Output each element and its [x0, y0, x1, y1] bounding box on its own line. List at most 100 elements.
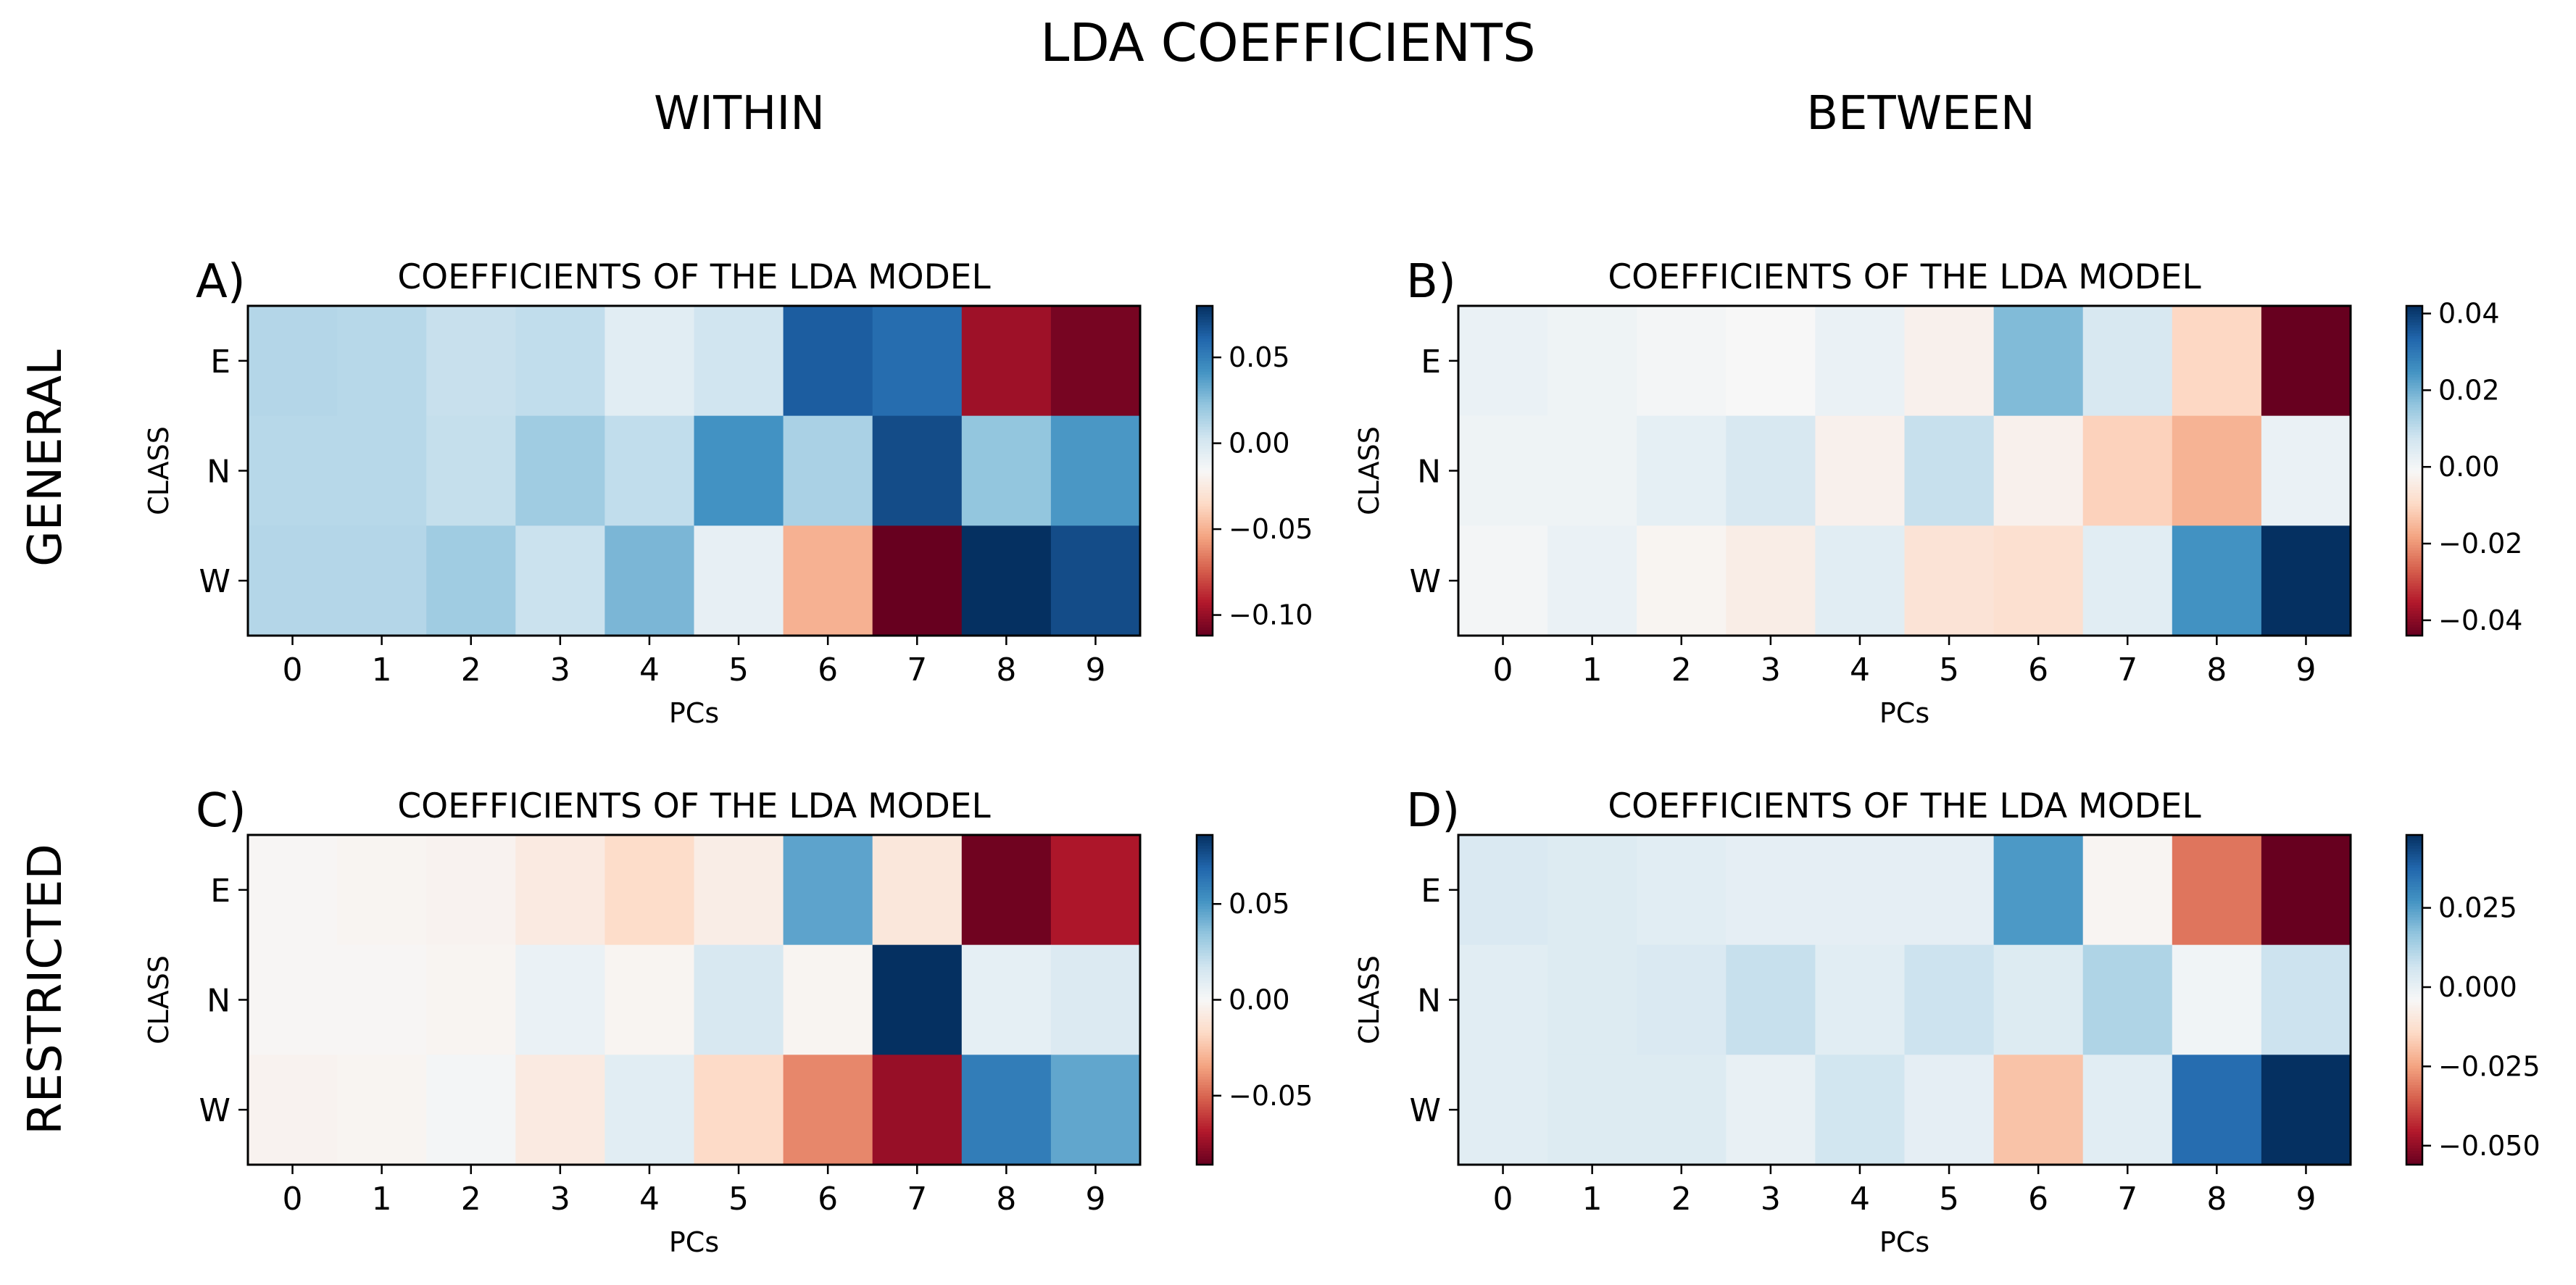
colorbar-segment [2406, 1016, 2422, 1020]
heatmap-cell [337, 835, 427, 946]
colorbar-segment [2406, 933, 2422, 937]
colorbar-segment [1197, 997, 1213, 1001]
colorbar-segment [2406, 622, 2422, 625]
colorbar-segment [1197, 1016, 1213, 1020]
colorbar-segment [1197, 490, 1213, 494]
x-tick-label: 2 [1671, 1181, 1692, 1218]
heatmap-cell [694, 525, 784, 636]
colorbar-segment [2406, 525, 2422, 529]
colorbar-segment [1197, 451, 1213, 455]
heatmap-cell [783, 415, 873, 526]
colorbar-segment [1197, 860, 1213, 863]
colorbar-segment [2406, 465, 2422, 469]
colorbar-segment [1197, 983, 1213, 987]
colorbar-segment [2406, 624, 2422, 628]
colorbar-segment [1197, 958, 1213, 962]
y-tick-label: N [207, 983, 230, 1020]
colorbar-segment [2406, 531, 2422, 535]
colorbar-segment [2406, 610, 2422, 615]
colorbar-segment [1197, 926, 1213, 929]
colorbar-segment [2406, 848, 2422, 852]
x-tick-label: 9 [1085, 652, 1105, 689]
heatmap-cell [337, 415, 427, 526]
heatmap-cell [783, 1055, 873, 1165]
panel-label: A) [196, 255, 246, 309]
colorbar-segment [1197, 1038, 1213, 1041]
colorbar-segment [2406, 424, 2422, 428]
y-tick-label: N [207, 454, 230, 491]
colorbar-segment [2406, 881, 2422, 885]
colorbar-segment [1197, 360, 1213, 365]
colorbar-segment [2406, 575, 2422, 578]
colorbar-segment [1197, 346, 1213, 351]
x-tick-label: 7 [907, 652, 927, 689]
colorbar-segment [1197, 501, 1213, 504]
colorbar-tick-label: 0.000 [2438, 971, 2517, 1003]
colorbar-segment [1197, 955, 1213, 960]
colorbar-segment [1197, 509, 1213, 512]
colorbar-segment [2406, 402, 2422, 406]
heatmap-cell [1904, 1055, 1995, 1165]
colorbar-segment [1197, 1131, 1213, 1135]
colorbar-segment [1197, 898, 1213, 902]
colorbar-segment [1197, 333, 1213, 337]
colorbar-segment [1197, 344, 1213, 348]
colorbar-segment [1197, 619, 1213, 623]
colorbar-segment [2406, 476, 2422, 480]
colorbar-segment [1197, 380, 1213, 383]
panel-title: COEFFICIENTS OF THE LDA MODEL [1608, 257, 2201, 297]
panel-title: COEFFICIENTS OF THE LDA MODEL [1608, 786, 2201, 826]
colorbar-segment [1197, 470, 1213, 474]
colorbar-segment [1197, 363, 1213, 367]
colorbar-segment [1197, 404, 1213, 408]
colorbar-segment [2406, 449, 2422, 452]
colorbar-segment [2406, 426, 2422, 431]
colorbar-segment [1197, 928, 1213, 932]
colorbar-segment [1197, 594, 1213, 598]
heatmap-panel-3: 0 1 2 3 4 5 6 7 8 9 E N W PCs CLASS COEFFICIENTS OF THE… [143, 784, 1313, 1258]
colorbar-segment [2406, 961, 2422, 965]
x-tick-label: 8 [2206, 652, 2227, 689]
colorbar-segment [2406, 553, 2422, 557]
colorbar-segment [1197, 308, 1213, 312]
colorbar-segment [2406, 383, 2422, 386]
colorbar-segment [2406, 520, 2422, 524]
heatmap-cell [694, 944, 784, 1055]
heatmap-cell [248, 835, 338, 946]
colorbar-segment [1197, 454, 1213, 458]
heatmap-cell [2082, 306, 2173, 417]
heatmap-cell [515, 1055, 605, 1165]
heatmap-cell [1815, 306, 1906, 417]
heatmap-cell [337, 306, 427, 417]
colorbar-segment [2406, 616, 2422, 620]
colorbar-segment [1197, 936, 1213, 940]
colorbar-segment [2406, 544, 2422, 549]
x-tick-label: 6 [818, 1181, 838, 1218]
heatmap-cell [1547, 306, 1637, 417]
colorbar-segment [1197, 605, 1213, 609]
colorbar-segment [1197, 366, 1213, 370]
heatmap-cell [961, 525, 1052, 636]
colorbar-segment [1197, 1093, 1213, 1097]
colorbar-segment [2406, 1134, 2422, 1138]
colorbar-segment [2406, 1030, 2422, 1034]
colorbar-tick-label: −0.10 [1229, 599, 1313, 631]
colorbar-segment [1197, 478, 1213, 483]
x-tick-label: 9 [2295, 1181, 2316, 1218]
colorbar-segment [1197, 336, 1213, 340]
column-title-between: BETWEEN [1806, 87, 2035, 141]
y-tick-label: N [1417, 983, 1441, 1020]
x-tick-label: 3 [550, 1181, 570, 1218]
colorbar-tick-label: −0.05 [1229, 513, 1313, 545]
colorbar-tick-label: 0.00 [2438, 451, 2500, 483]
colorbar-segment [1197, 492, 1213, 496]
colorbar-segment [1197, 498, 1213, 502]
colorbar-segment [1197, 512, 1213, 515]
colorbar-segment [1197, 1110, 1213, 1113]
colorbar-frame [1195, 304, 1214, 637]
heatmap-cell [604, 415, 695, 526]
colorbar-segment [2406, 1137, 2422, 1141]
colorbar-segment [1197, 624, 1213, 628]
colorbar-segment [2406, 533, 2422, 538]
colorbar-segment [2406, 418, 2422, 422]
